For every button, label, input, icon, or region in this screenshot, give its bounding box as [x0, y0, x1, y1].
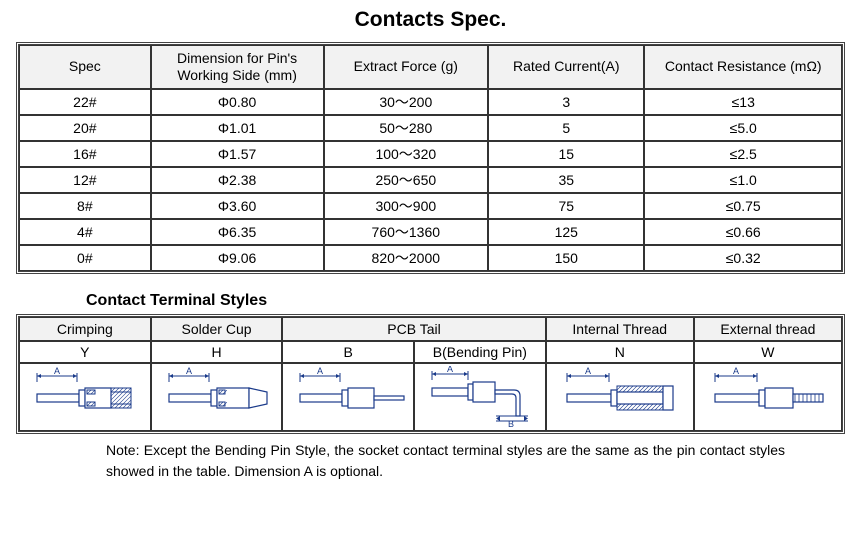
spec-cell: 250～650: [324, 167, 489, 193]
styles-header: Internal Thread: [546, 317, 694, 341]
spec-cell: 16#: [19, 141, 151, 167]
spec-cell: ≤5.0: [644, 115, 842, 141]
spec-cell: 5: [488, 115, 644, 141]
spec-cell: 75: [488, 193, 644, 219]
styles-header: Solder Cup: [151, 317, 283, 341]
page-title: Contacts Spec.: [16, 8, 845, 32]
svg-text:B: B: [508, 419, 514, 428]
styles-table: CrimpingSolder CupPCB TailInternal Threa…: [16, 314, 845, 434]
spec-cell: Φ9.06: [151, 245, 324, 271]
spec-cell: Φ0.80: [151, 89, 324, 115]
spec-cell: 125: [488, 219, 644, 245]
svg-text:A: A: [447, 366, 453, 374]
style-diagram: A: [694, 363, 842, 431]
svg-text:A: A: [54, 366, 60, 376]
spec-header: Extract Force (g): [324, 45, 489, 89]
spec-cell: 760～1360: [324, 219, 489, 245]
spec-cell: Φ1.57: [151, 141, 324, 167]
styles-title: Contact Terminal Styles: [86, 292, 845, 310]
table-row: 4#Φ6.35760～1360125≤0.66: [19, 219, 842, 245]
spec-cell: 820～2000: [324, 245, 489, 271]
spec-cell: 35: [488, 167, 644, 193]
styles-header: External thread: [694, 317, 842, 341]
style-diagram: A: [282, 363, 414, 431]
spec-cell: 15: [488, 141, 644, 167]
spec-cell: 3: [488, 89, 644, 115]
spec-cell: Φ2.38: [151, 167, 324, 193]
spec-cell: 0#: [19, 245, 151, 271]
spec-cell: 30～200: [324, 89, 489, 115]
table-row: 20#Φ1.0150～2805≤5.0: [19, 115, 842, 141]
style-code: Y: [19, 341, 151, 363]
svg-text:A: A: [317, 366, 323, 376]
spec-cell: 4#: [19, 219, 151, 245]
style-diagram: A: [546, 363, 694, 431]
spec-header: Contact Resistance (mΩ): [644, 45, 842, 89]
spec-cell: 20#: [19, 115, 151, 141]
table-row: 0#Φ9.06820～2000150≤0.32: [19, 245, 842, 271]
spec-cell: ≤0.32: [644, 245, 842, 271]
spec-cell: 12#: [19, 167, 151, 193]
style-diagram: A: [151, 363, 283, 431]
spec-cell: 150: [488, 245, 644, 271]
table-row: 8#Φ3.60300～90075≤0.75: [19, 193, 842, 219]
svg-text:A: A: [185, 366, 191, 376]
style-diagram: AB: [414, 363, 546, 431]
style-code: N: [546, 341, 694, 363]
spec-table: SpecDimension for Pin's Working Side (mm…: [16, 42, 845, 274]
spec-cell: 8#: [19, 193, 151, 219]
spec-cell: ≤0.66: [644, 219, 842, 245]
spec-header: Spec: [19, 45, 151, 89]
spec-cell: 22#: [19, 89, 151, 115]
table-row: 22#Φ0.8030～2003≤13: [19, 89, 842, 115]
spec-cell: Φ3.60: [151, 193, 324, 219]
styles-header: PCB Tail: [282, 317, 545, 341]
table-row: 12#Φ2.38250～65035≤1.0: [19, 167, 842, 193]
spec-cell: 100～320: [324, 141, 489, 167]
style-code: B(Bending Pin): [414, 341, 546, 363]
styles-header: Crimping: [19, 317, 151, 341]
spec-cell: Φ1.01: [151, 115, 324, 141]
table-row: 16#Φ1.57100～32015≤2.5: [19, 141, 842, 167]
svg-text:A: A: [585, 366, 591, 376]
style-code: H: [151, 341, 283, 363]
spec-cell: ≤1.0: [644, 167, 842, 193]
spec-cell: 300～900: [324, 193, 489, 219]
spec-cell: ≤0.75: [644, 193, 842, 219]
style-code: W: [694, 341, 842, 363]
spec-header: Dimension for Pin's Working Side (mm): [151, 45, 324, 89]
spec-cell: ≤2.5: [644, 141, 842, 167]
note-text: Note: Except the Bending Pin Style, the …: [106, 440, 785, 482]
style-code: B: [282, 341, 414, 363]
spec-cell: Φ6.35: [151, 219, 324, 245]
svg-text:A: A: [733, 366, 739, 376]
spec-header: Rated Current(A): [488, 45, 644, 89]
spec-cell: 50～280: [324, 115, 489, 141]
style-diagram: A: [19, 363, 151, 431]
spec-cell: ≤13: [644, 89, 842, 115]
